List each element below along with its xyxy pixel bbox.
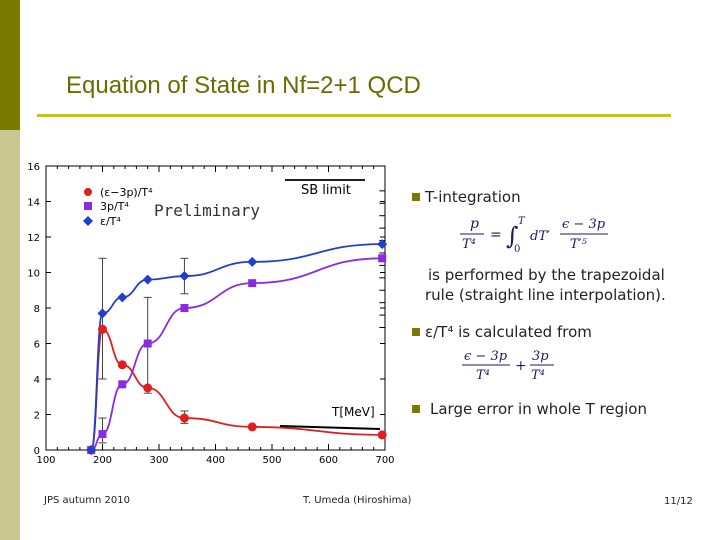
slide-sidebar-accent <box>0 0 20 130</box>
y-tick-label: 0 <box>34 446 40 457</box>
legend-label-2: ε/T⁴ <box>100 215 121 228</box>
data-point-square <box>248 279 257 288</box>
equation-energy-density: ϵ − 3p T⁴ + 3p T⁴ <box>462 349 554 383</box>
eq1-int-upper: T <box>518 216 526 227</box>
eq1-frac-den: T′⁵ <box>570 237 588 252</box>
eq2-frac1-den: T⁴ <box>476 368 490 383</box>
data-point-square <box>143 339 152 348</box>
footer-page-number: 11/12 <box>664 496 693 507</box>
sb-limit-label: SB limit <box>301 183 351 198</box>
eq1-integrand: dT′ <box>530 229 550 244</box>
legend-marker-circle <box>84 188 92 196</box>
bullet-1-text: T-integration <box>425 188 521 206</box>
slide-title: Equation of State in Nf=2+1 QCD <box>66 72 421 99</box>
x-tick-label: 300 <box>149 455 168 466</box>
x-tick-label: 700 <box>375 455 394 466</box>
y-tick-label: 12 <box>27 233 40 244</box>
slide-sidebar <box>0 0 20 540</box>
data-point-circle <box>117 360 127 370</box>
series-line-0 <box>90 328 383 450</box>
data-point-square <box>98 430 107 439</box>
bullet-2-text: ε/T⁴ is calculated from <box>425 323 592 341</box>
eq1-equals: = <box>490 227 502 243</box>
y-tick-label: 6 <box>34 340 40 351</box>
y-tick-label: 14 <box>27 198 40 209</box>
y-tick-labels: 0 2 4 6 8 10 12 14 16 <box>27 162 40 457</box>
bullet-1-continuation-2: rule (straight line interpolation). <box>425 286 666 304</box>
data-point-square <box>180 304 189 312</box>
footer-event: JPS autumn 2010 <box>44 495 130 506</box>
legend-label-0: (ε−3p)/T⁴ <box>100 186 153 199</box>
x-tick-label: 400 <box>206 455 225 466</box>
footer-author: T. Umeda (Hiroshima) <box>303 495 412 506</box>
eq2-frac2-num: 3p <box>532 349 549 364</box>
y-tick-label: 16 <box>27 162 40 173</box>
data-point-circle <box>247 422 257 432</box>
x-axis-label: T[MeV] <box>331 405 375 419</box>
x-tick-label: 600 <box>319 455 338 466</box>
x-tick-label: 200 <box>93 455 112 466</box>
y-tick-label: 10 <box>27 269 40 280</box>
legend: (ε−3p)/T⁴ 3p/T⁴ ε/T⁴ <box>83 186 153 228</box>
data-markers <box>86 239 388 455</box>
eq1-lhs-num: p <box>470 216 479 232</box>
data-point-diamond <box>117 292 128 303</box>
legend-marker-diamond <box>83 216 93 226</box>
x-tick-label: 500 <box>262 455 281 466</box>
data-point-circle <box>179 413 189 423</box>
bullet-1-continuation-1: is performed by the trapezoidal <box>428 266 665 284</box>
bullet-icon-2 <box>412 328 420 336</box>
legend-label-1: 3p/T⁴ <box>100 200 129 213</box>
legend-marker-square <box>84 202 92 210</box>
eq2-frac2-den: T⁴ <box>531 368 545 383</box>
data-point-circle <box>377 430 387 440</box>
eq1-int-lower: 0 <box>514 244 520 255</box>
data-point-square <box>118 380 127 389</box>
data-point-diamond <box>86 445 97 455</box>
bullet-3-text: Large error in whole T region <box>430 400 647 418</box>
data-point-diamond <box>377 239 388 250</box>
bullet-icon-1 <box>412 193 420 201</box>
eq1-lhs-den: T⁴ <box>462 237 476 252</box>
data-point-square <box>378 254 387 263</box>
data-point-diamond <box>247 256 258 267</box>
page-total: /12 <box>676 496 693 507</box>
x-tick-labels: 100 200 300 400 500 600 700 <box>36 455 394 466</box>
y-tick-label: 2 <box>34 411 40 422</box>
bullet-icon-3 <box>412 405 420 413</box>
eq2-frac1-num: ϵ − 3p <box>464 349 508 364</box>
data-series <box>90 243 383 450</box>
data-point-diamond <box>142 274 153 285</box>
sb-limit-marks <box>379 190 385 329</box>
x-axis-label-arrow <box>279 425 381 430</box>
axis-ticks <box>45 165 386 451</box>
data-point-circle <box>98 324 107 334</box>
page-current: 11 <box>664 496 677 507</box>
equation-pressure-integral: p T⁴ = ∫ T 0 dT′ ϵ − 3p T′⁵ <box>460 216 608 255</box>
series-line-1 <box>90 257 383 450</box>
eq2-plus: + <box>515 358 527 374</box>
x-tick-label: 100 <box>36 455 55 466</box>
data-point-diamond <box>97 308 108 319</box>
y-tick-label: 4 <box>34 375 40 386</box>
y-tick-label: 8 <box>34 304 40 315</box>
preliminary-label: Preliminary <box>154 201 260 220</box>
series-line-2 <box>90 243 383 450</box>
data-point-diamond <box>179 271 190 282</box>
eq1-integral-sign: ∫ <box>506 222 519 250</box>
data-point-circle <box>143 383 153 393</box>
title-underline <box>37 114 671 117</box>
eos-chart: 0 2 4 6 8 10 12 14 16 100 200 300 400 500 600 700 SB l… <box>27 162 394 466</box>
eq1-frac-num: ϵ − 3p <box>562 217 606 232</box>
